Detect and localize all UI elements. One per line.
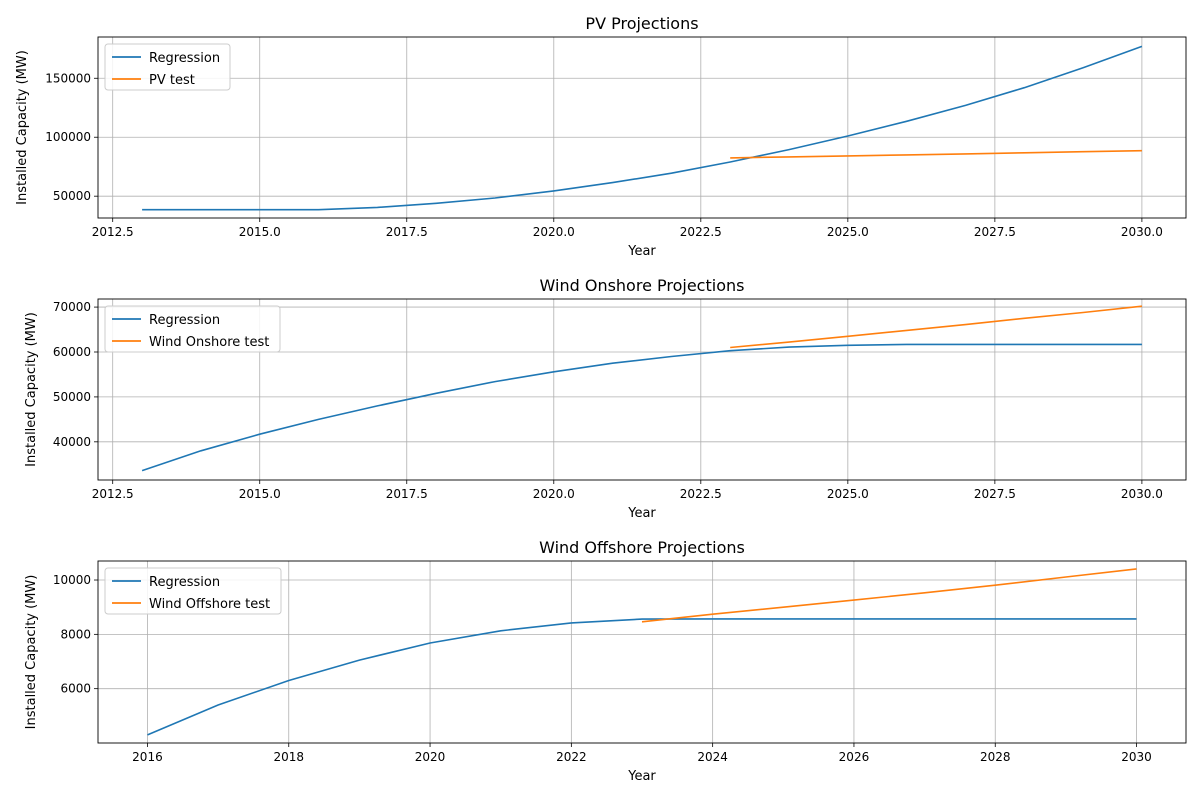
legend-label-1: Wind Offshore test — [149, 597, 270, 612]
legend-label-1: Wind Onshore test — [149, 335, 269, 350]
legend-box — [104, 567, 282, 615]
x-tick-label: 2012.5 — [92, 487, 134, 501]
x-tick-label: 2017.5 — [386, 225, 428, 239]
x-tick-label: 2028 — [980, 750, 1011, 764]
x-tick-label: 2030.0 — [1121, 225, 1163, 239]
series-line-1 — [730, 149, 1142, 159]
x-tick-label: 2016 — [132, 750, 163, 764]
x-axis-label: Year — [627, 506, 656, 521]
y-tick-label: 100000 — [45, 130, 91, 144]
x-tick-label: 2020.0 — [533, 487, 575, 501]
legend-label-1: PV test — [149, 73, 195, 88]
y-axis-label: Installed Capacity (MW) — [24, 575, 39, 730]
x-tick-label: 2018 — [273, 750, 304, 764]
x-axis-label: Year — [627, 244, 656, 259]
x-tick-label: 2022.5 — [680, 487, 722, 501]
grid — [98, 561, 1186, 743]
y-axis-label: Installed Capacity (MW) — [24, 312, 39, 467]
x-tick-label: 2025.0 — [827, 225, 869, 239]
legend-box — [104, 305, 281, 353]
x-tick-label: 2025.0 — [827, 487, 869, 501]
x-tick-label: 2026 — [839, 750, 870, 764]
x-tick-label: 2022.5 — [680, 225, 722, 239]
x-tick-label: 2015.0 — [239, 487, 281, 501]
series-line-1 — [730, 305, 1142, 349]
x-tick-label: 2027.5 — [974, 487, 1016, 501]
legend: Regression PV test — [104, 43, 231, 91]
series-line-0 — [141, 343, 1142, 472]
legend-label-0: Regression — [149, 575, 220, 590]
y-tick-label: 40000 — [53, 435, 91, 449]
grid — [98, 299, 1186, 480]
y-tick-label: 8000 — [60, 627, 91, 641]
x-tick-label: 2030.0 — [1121, 487, 1163, 501]
series-line-0 — [142, 45, 1143, 211]
axes-frame — [97, 36, 1187, 219]
x-tick-label: 2024 — [697, 750, 728, 764]
y-tick-label: 50000 — [53, 390, 91, 404]
x-tick-label: 2020 — [415, 750, 446, 764]
y-tick-label: 6000 — [60, 682, 91, 696]
legend: Regression Wind Onshore test — [104, 305, 281, 353]
legend: Regression Wind Offshore test — [104, 567, 282, 615]
chart-panel-2: 2016 2018 2020 2022 2024 2026 2028 2030 6000 8000… — [24, 538, 1187, 784]
y-tick-label: 150000 — [45, 71, 91, 85]
y-tick-label: 70000 — [53, 300, 91, 314]
legend-label-0: Regression — [149, 51, 220, 66]
chart-title: Wind Offshore Projections — [539, 538, 745, 557]
y-tick-label: 60000 — [53, 345, 91, 359]
chart-title: PV Projections — [585, 14, 698, 33]
x-tick-label: 2015.0 — [239, 225, 281, 239]
series-line-1 — [641, 568, 1137, 623]
legend-label-0: Regression — [149, 313, 220, 328]
axes-frame — [97, 298, 1187, 481]
axes-frame — [97, 560, 1187, 744]
x-tick-label: 2027.5 — [974, 225, 1016, 239]
y-tick-label: 50000 — [53, 189, 91, 203]
series-line-0 — [147, 618, 1137, 736]
x-tick-label: 2030 — [1121, 750, 1152, 764]
y-axis-label: Installed Capacity (MW) — [15, 50, 30, 205]
chart-panel-0: 2012.5 2015.0 2017.5 2020.0 2022.5 2025.0 2027… — [15, 14, 1187, 259]
x-tick-label: 2022 — [556, 750, 587, 764]
chart-title: Wind Onshore Projections — [540, 276, 745, 295]
grid — [98, 37, 1186, 218]
x-tick-label: 2017.5 — [386, 487, 428, 501]
x-axis-label: Year — [627, 769, 656, 784]
y-tick-label: 10000 — [53, 573, 91, 587]
chart-panel-1: 2012.5 2015.0 2017.5 2020.0 2022.5 2025.0 2027… — [24, 276, 1187, 521]
x-tick-label: 2020.0 — [533, 225, 575, 239]
x-tick-label: 2012.5 — [92, 225, 134, 239]
